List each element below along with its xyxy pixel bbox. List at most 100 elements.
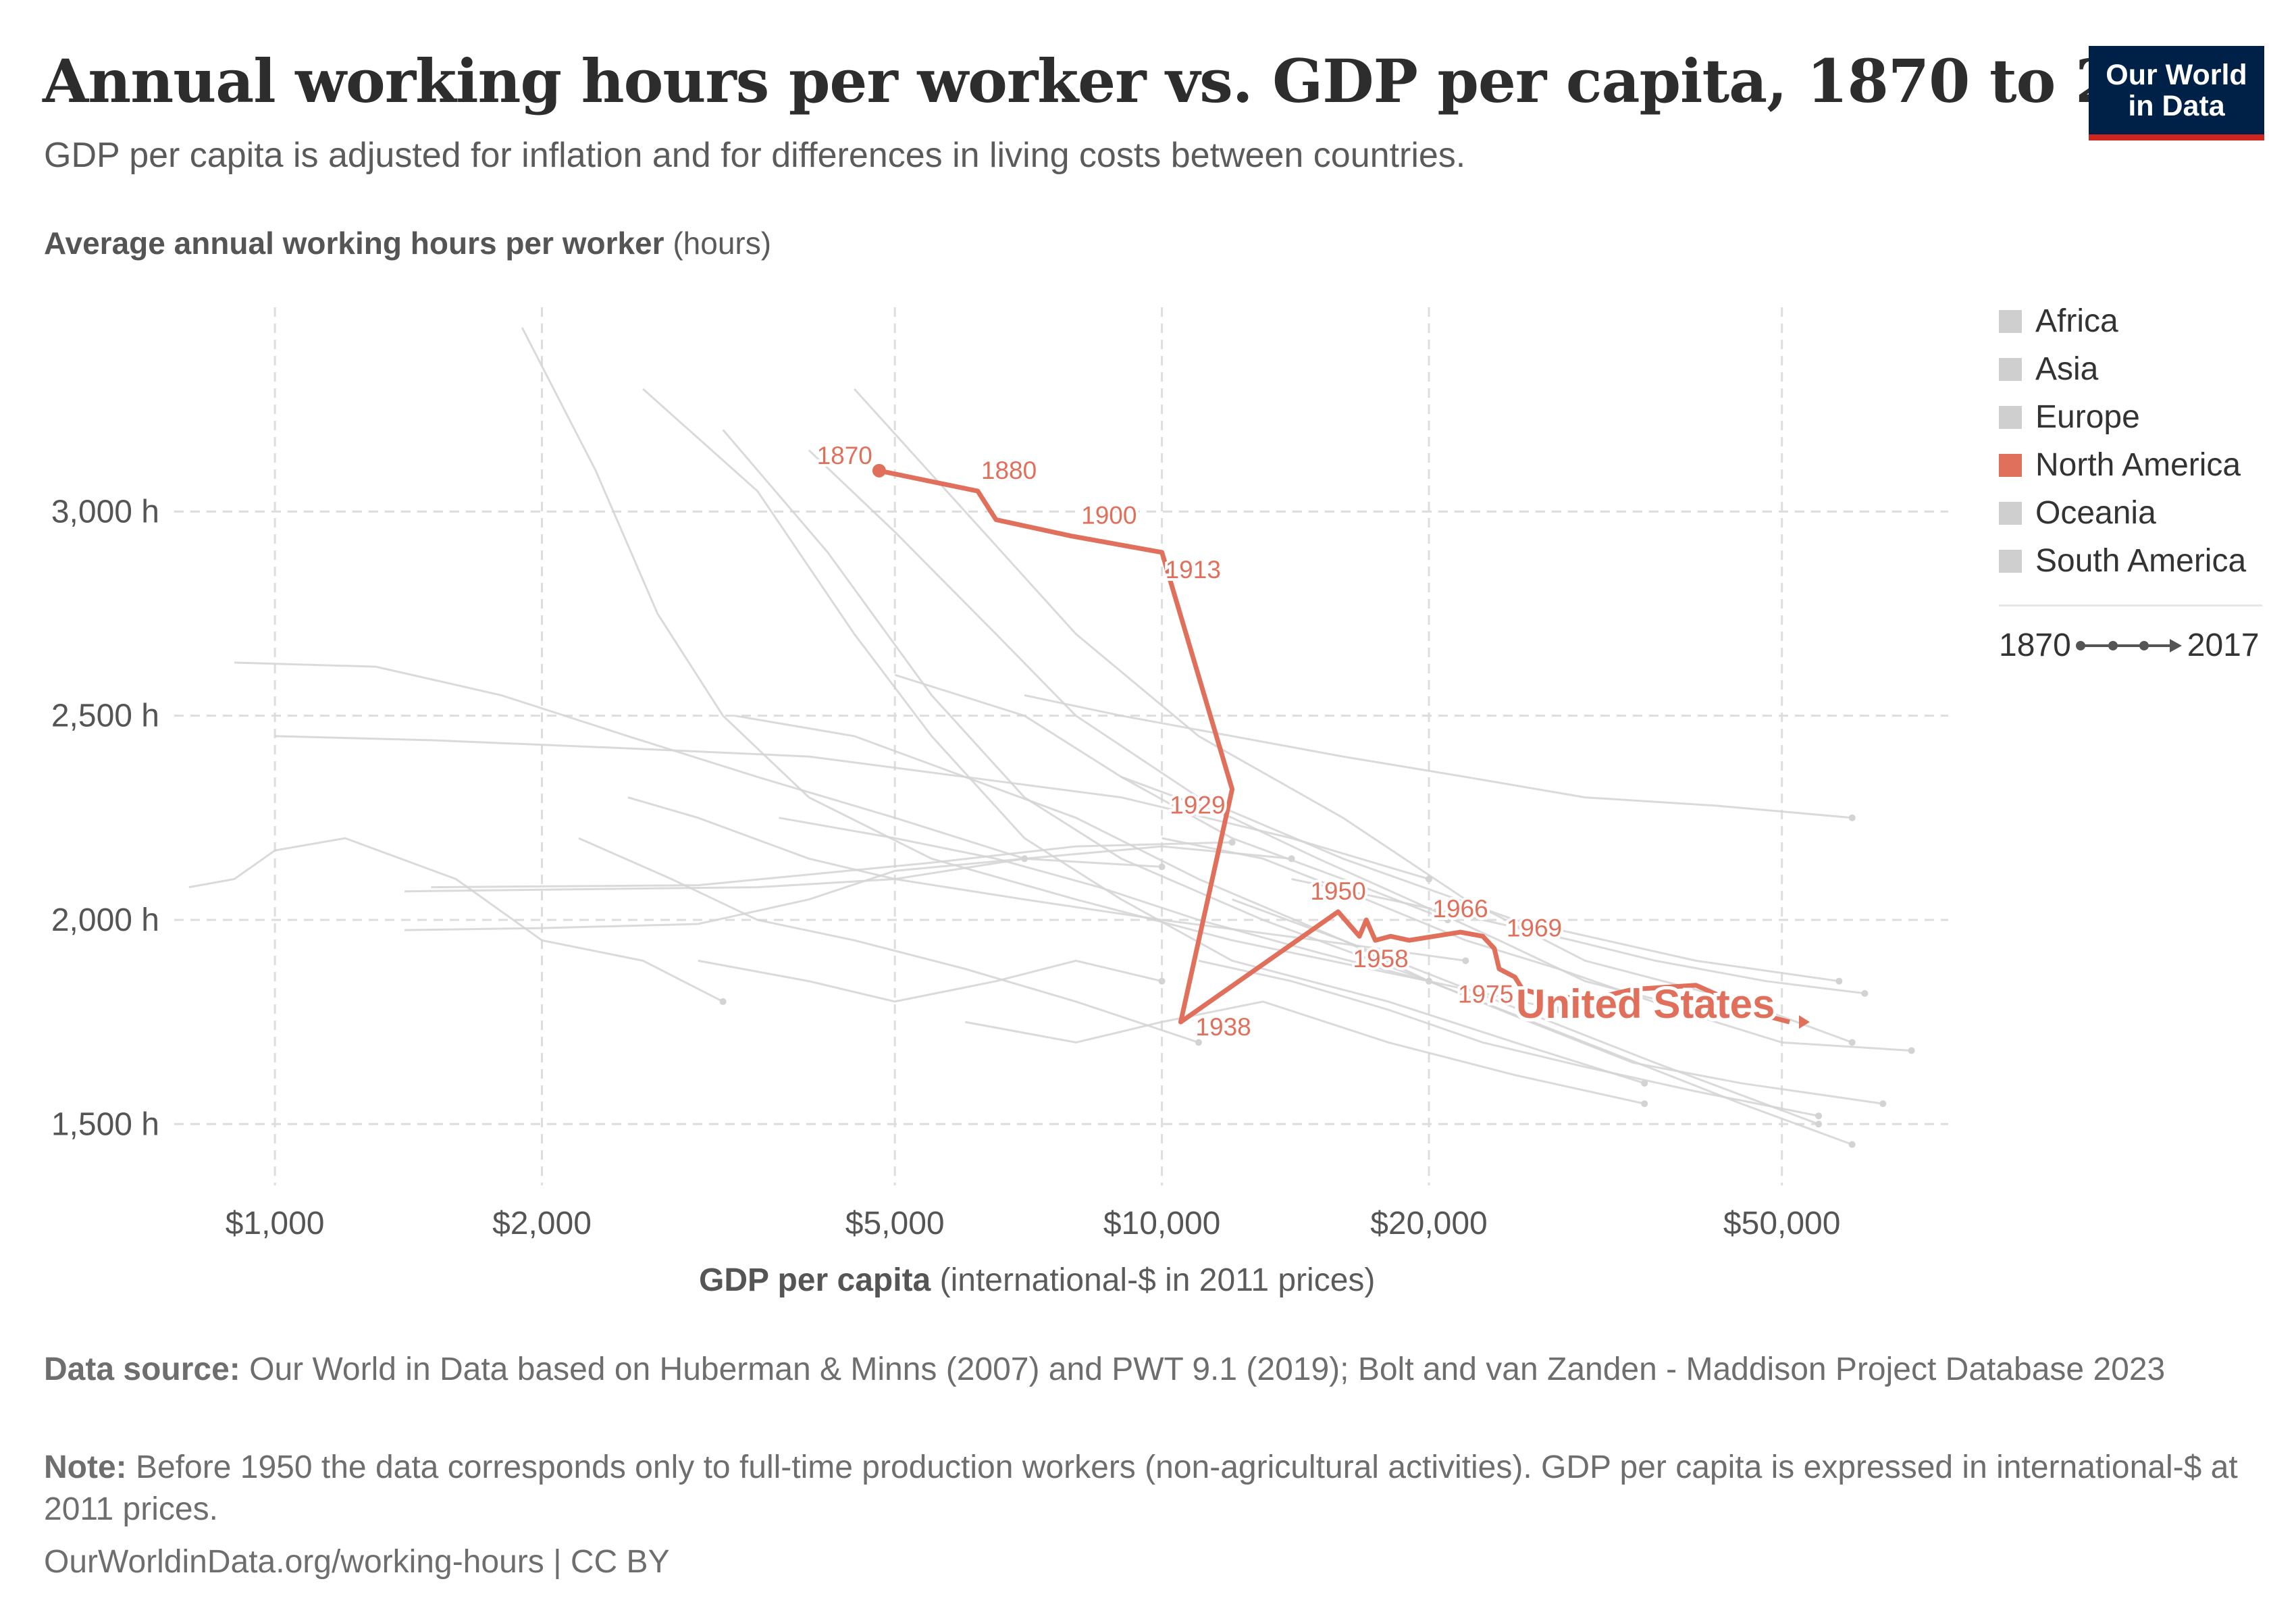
background-series-end-point bbox=[1444, 916, 1451, 923]
y-tick-label: 2,000 h bbox=[51, 902, 159, 938]
time-range-legend: 1870 2017 bbox=[1999, 627, 2260, 664]
chart-subtitle: GDP per capita is adjusted for inflation… bbox=[44, 136, 1466, 175]
background-series-end-point bbox=[1158, 977, 1166, 985]
background-series-end-point bbox=[1641, 1079, 1648, 1087]
background-series-line bbox=[578, 837, 1199, 1044]
background-series-end-point bbox=[1835, 977, 1843, 985]
us-year-label: 1958 bbox=[1353, 945, 1408, 973]
background-series-line bbox=[1291, 878, 1865, 995]
background-series-end-point bbox=[1848, 1141, 1856, 1148]
x-tick-label: $5,000 bbox=[845, 1206, 945, 1241]
y-axis-title: Average annual working hours per worker … bbox=[44, 225, 771, 261]
us-series-label: United States bbox=[1516, 981, 1775, 1027]
us-year-label: 1969 bbox=[1507, 914, 1562, 942]
background-series-end-point bbox=[1848, 1039, 1856, 1046]
background-series-line bbox=[642, 388, 1645, 1085]
background-series-line bbox=[1162, 837, 1912, 1052]
y-tick-label: 3,000 h bbox=[51, 494, 159, 530]
background-series-end-point bbox=[1555, 1006, 1562, 1013]
owid-logo[interactable]: Our World in Data bbox=[2089, 46, 2264, 140]
legend-swatch bbox=[1999, 549, 2022, 573]
background-series-line bbox=[1232, 898, 1883, 1105]
background-series-layer bbox=[188, 327, 1915, 1148]
data-source-text: Our World in Data based on Huberman & Mi… bbox=[249, 1352, 2166, 1387]
x-tick-label: $50,000 bbox=[1723, 1206, 1841, 1241]
background-series-line bbox=[1198, 959, 1819, 1117]
x-axis-unit: (international-$ in 2011 prices) bbox=[939, 1262, 1376, 1298]
legend-item-europe[interactable]: Europe bbox=[1999, 393, 2246, 441]
background-series-end-point bbox=[1158, 863, 1166, 871]
background-series-line bbox=[521, 327, 1430, 983]
y-axis-unit: (hours) bbox=[673, 226, 772, 261]
background-series-end-point bbox=[1848, 814, 1856, 821]
background-series-line bbox=[964, 1000, 1645, 1105]
y-axis-title-text: Average annual working hours per worker bbox=[44, 226, 664, 261]
background-series-line bbox=[722, 429, 1853, 1146]
tick-label-layer: $1,000 $2,000 $5,000 $10,000 $20,000 $50,000 1… bbox=[51, 494, 1841, 1241]
x-tick-label: $10,000 bbox=[1103, 1206, 1221, 1241]
note-label: Note: bbox=[44, 1449, 127, 1485]
data-source-label: Data source: bbox=[44, 1352, 240, 1387]
background-series-line bbox=[734, 715, 1819, 1125]
legend-divider bbox=[1999, 604, 2262, 607]
background-series-line bbox=[627, 796, 1466, 962]
legend-item-asia[interactable]: Asia bbox=[1999, 345, 2246, 393]
time-end-label: 2017 bbox=[2187, 627, 2260, 663]
background-series-line bbox=[275, 735, 1430, 880]
highlight-series-layer: 1870 1880 1900 1913 1929 1938 1950 1958 1966 1969… bbox=[814, 439, 1810, 1044]
background-series-end-point bbox=[1228, 839, 1236, 846]
legend-swatch bbox=[1999, 453, 2022, 477]
background-series-end-point bbox=[1861, 989, 1869, 997]
legend-item-oceania[interactable]: Oceania bbox=[1999, 489, 2246, 537]
data-source: Data source: Our World in Data based on … bbox=[44, 1349, 2252, 1391]
background-series-end-point bbox=[1815, 1112, 1823, 1120]
legend-swatch bbox=[1999, 309, 2022, 333]
background-series-line bbox=[808, 449, 1840, 983]
us-series-end-arrow bbox=[1798, 1015, 1810, 1029]
background-series-end-point bbox=[1879, 1100, 1887, 1108]
x-tick-label: $20,000 bbox=[1370, 1206, 1488, 1241]
x-tick-label: $1,000 bbox=[226, 1206, 325, 1241]
legend-swatch bbox=[1999, 501, 2022, 525]
footer-url[interactable]: OurWorldinData.org/working-hours | CC BY bbox=[44, 1541, 2252, 1583]
footer-url-text[interactable]: OurWorldinData.org/working-hours | CC BY bbox=[44, 1544, 670, 1580]
y-tick-label: 1,500 h bbox=[51, 1106, 159, 1142]
background-series-end-point bbox=[1815, 1121, 1823, 1128]
background-series-end-point bbox=[1021, 855, 1028, 863]
legend-label: Oceania bbox=[2035, 495, 2156, 531]
logo-line-1: Our World bbox=[2106, 58, 2247, 91]
legend-label: Europe bbox=[2035, 399, 2140, 435]
background-series-end-point bbox=[1692, 1006, 1700, 1013]
background-series-line bbox=[1120, 775, 1696, 1011]
us-year-label: 1966 bbox=[1432, 895, 1488, 923]
us-series-start-point bbox=[872, 463, 886, 478]
grid-layer bbox=[174, 307, 1948, 1185]
us-year-label: 1870 bbox=[817, 442, 872, 469]
us-year-label: 1929 bbox=[1170, 791, 1225, 819]
x-axis-title: GDP per capita (international-$ in 2011 … bbox=[699, 1262, 1375, 1299]
background-series-line bbox=[1024, 694, 1852, 819]
legend-item-south-america[interactable]: South America bbox=[1999, 537, 2246, 585]
legend-item-africa[interactable]: Africa bbox=[1999, 297, 2246, 345]
legend-item-north-america[interactable]: North America bbox=[1999, 441, 2246, 489]
legend-label: South America bbox=[2035, 543, 2247, 579]
background-series-end-point bbox=[1462, 957, 1469, 964]
background-series-line bbox=[894, 673, 1449, 921]
us-year-label: 1938 bbox=[1195, 1013, 1251, 1041]
legend-swatch bbox=[1999, 405, 2022, 429]
background-series-line bbox=[779, 817, 1559, 1011]
legend-label: North America bbox=[2035, 447, 2241, 483]
background-series-end-point bbox=[1195, 1039, 1202, 1046]
background-series-line bbox=[698, 959, 1162, 1003]
time-start-label: 1870 bbox=[1999, 627, 2071, 663]
us-year-label: 1913 bbox=[1166, 556, 1221, 584]
us-year-label: 1950 bbox=[1310, 877, 1365, 905]
logo-line-2: in Data bbox=[2128, 89, 2225, 122]
background-series-line bbox=[188, 837, 724, 1003]
us-year-label: 1900 bbox=[1081, 502, 1137, 530]
us-year-label: 1975 bbox=[1458, 981, 1513, 1008]
y-tick-label: 2,500 h bbox=[51, 698, 159, 734]
x-axis-title-text: GDP per capita bbox=[699, 1262, 931, 1298]
note: Note: Before 1950 the data corresponds o… bbox=[44, 1447, 2252, 1530]
